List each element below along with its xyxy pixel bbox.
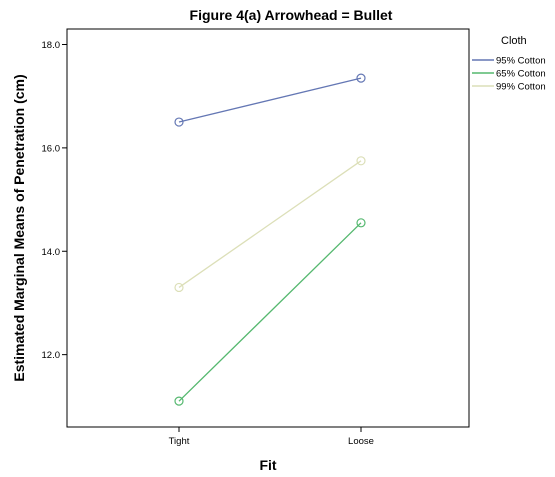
data-point — [356, 73, 366, 83]
x-tick-label: Loose — [348, 436, 374, 447]
chart-title: Figure 4(a) Arrowhead = Bullet — [190, 7, 393, 23]
series-points — [174, 73, 366, 406]
legend-title: Cloth — [501, 35, 527, 47]
series-line — [178, 222, 362, 402]
series-lines — [178, 77, 362, 402]
series-line — [178, 160, 362, 288]
y-tick-label: 14.0 — [42, 247, 61, 258]
legend-label: 99% Cotton — [496, 82, 546, 93]
y-axis-title: Estimated Marginal Means of Penetration … — [11, 74, 27, 381]
x-tick-label: Tight — [169, 436, 190, 447]
y-axis: 12.0 14.0 16.0 18.0 — [42, 40, 67, 361]
data-point — [174, 282, 184, 293]
data-point — [356, 218, 366, 228]
x-axis-title: Fit — [259, 457, 276, 473]
series-line — [178, 77, 362, 123]
y-tick-label: 18.0 — [42, 40, 61, 51]
data-point — [174, 117, 184, 127]
x-axis: Tight Loose — [169, 427, 374, 447]
y-tick-label: 16.0 — [42, 143, 61, 154]
y-tick-label: 12.0 — [42, 350, 61, 361]
data-point — [356, 156, 366, 166]
legend-label: 95% Cotton — [496, 56, 546, 67]
legend: 95% Cotton 65% Cotton 99% Cotton — [472, 56, 546, 93]
data-point — [174, 396, 184, 406]
plot-area — [66, 28, 470, 428]
legend-label: 65% Cotton — [496, 69, 546, 80]
